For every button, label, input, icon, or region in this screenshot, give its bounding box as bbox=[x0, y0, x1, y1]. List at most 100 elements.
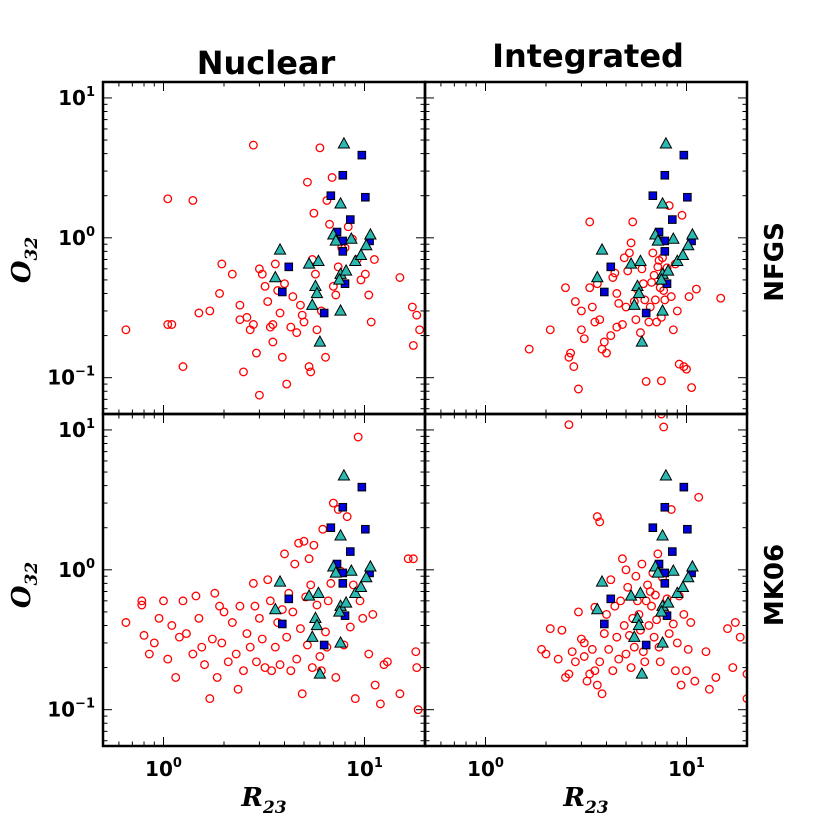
data-point-circle bbox=[640, 295, 650, 305]
data-point-square bbox=[600, 619, 609, 629]
data-point-triangle bbox=[685, 227, 699, 240]
data-point-circle bbox=[730, 618, 740, 627]
data-point-circle bbox=[267, 666, 277, 676]
data-point-circle bbox=[280, 279, 289, 289]
data-point-triangle bbox=[681, 570, 695, 583]
data-point-circle bbox=[315, 143, 325, 153]
data-point-circle bbox=[590, 317, 600, 327]
data-point-circle bbox=[395, 273, 405, 282]
data-point-circle bbox=[653, 262, 663, 272]
data-point-triangle bbox=[273, 242, 287, 255]
data-point-square bbox=[338, 247, 348, 256]
tick-base: 10 bbox=[47, 698, 75, 722]
data-point-square bbox=[683, 192, 692, 202]
tick-exponent: 0 bbox=[495, 756, 504, 771]
data-point-circle bbox=[304, 554, 314, 564]
data-point-circle bbox=[407, 302, 417, 312]
data-point-circle bbox=[682, 364, 691, 374]
data-point-circle bbox=[197, 642, 207, 652]
data-point-circle bbox=[541, 649, 551, 659]
data-point-circle bbox=[144, 649, 154, 659]
data-point-circle bbox=[629, 642, 639, 652]
data-point-circle bbox=[382, 657, 392, 667]
data-point-square bbox=[679, 482, 689, 492]
data-point-circle bbox=[163, 194, 173, 204]
data-point-square bbox=[357, 482, 367, 492]
data-point-circle bbox=[280, 549, 289, 559]
data-point-circle bbox=[251, 657, 261, 667]
data-point-circle bbox=[227, 269, 237, 279]
data-point-triangle bbox=[676, 248, 690, 260]
data-point-circle bbox=[288, 607, 298, 617]
data-point-circle bbox=[592, 512, 602, 522]
data-point-circle bbox=[595, 315, 605, 325]
data-point-circle bbox=[616, 596, 626, 606]
tick-exponent: −1 bbox=[75, 697, 95, 712]
tick-base: 10 bbox=[58, 558, 86, 582]
data-point-circle bbox=[687, 383, 697, 393]
data-point-triangle bbox=[659, 468, 673, 481]
data-point-square bbox=[606, 594, 616, 604]
data-point-circle bbox=[553, 654, 563, 664]
data-point-triangle bbox=[624, 256, 638, 269]
data-point-square bbox=[278, 287, 287, 297]
data-point-triangle bbox=[268, 270, 282, 283]
data-point-circle bbox=[239, 367, 248, 377]
data-point-circle bbox=[668, 325, 678, 335]
data-point-square bbox=[660, 247, 670, 256]
data-point-circle bbox=[545, 325, 555, 335]
data-point-triangle bbox=[627, 298, 641, 310]
data-point-circle bbox=[637, 264, 647, 274]
data-point-square bbox=[668, 215, 677, 224]
data-point-circle bbox=[299, 536, 309, 546]
data-point-circle bbox=[635, 328, 645, 338]
data-point-circle bbox=[364, 649, 374, 659]
data-point-circle bbox=[348, 580, 358, 590]
data-point-circle bbox=[411, 647, 421, 657]
data-point-circle bbox=[579, 638, 589, 648]
data-point-circle bbox=[200, 660, 209, 670]
data-point-circle bbox=[265, 322, 275, 332]
y-tick-label: 100 bbox=[58, 225, 95, 250]
data-point-circle bbox=[408, 341, 418, 350]
data-point-circle bbox=[679, 609, 689, 619]
data-point-circle bbox=[564, 352, 574, 362]
data-point-triangle bbox=[354, 580, 368, 592]
data-point-circle bbox=[576, 325, 586, 335]
data-point-circle bbox=[312, 600, 322, 610]
x-tick-label: 100 bbox=[467, 756, 504, 781]
data-point-circle bbox=[159, 596, 168, 606]
data-point-circle bbox=[302, 640, 312, 650]
data-point-triangle bbox=[633, 254, 647, 266]
data-point-circle bbox=[304, 362, 314, 372]
panel-integrated-nfgs bbox=[423, 80, 749, 416]
data-point-triangle bbox=[595, 574, 609, 587]
data-point-triangle bbox=[624, 588, 638, 601]
data-point-square bbox=[326, 191, 336, 201]
data-point-circle bbox=[716, 293, 726, 303]
data-point-triangle bbox=[656, 528, 669, 541]
data-point-square bbox=[683, 524, 692, 534]
data-point-circle bbox=[649, 270, 659, 280]
data-point-circle bbox=[640, 657, 650, 667]
data-point-triangle bbox=[627, 630, 641, 642]
data-point-circle bbox=[682, 666, 691, 676]
data-point-square bbox=[319, 308, 329, 318]
data-point-triangle bbox=[329, 565, 343, 578]
data-point-circle bbox=[250, 601, 260, 611]
data-point-circle bbox=[219, 607, 229, 617]
data-point-circle bbox=[121, 618, 131, 627]
data-point-circle bbox=[227, 618, 237, 627]
data-point-square bbox=[648, 523, 658, 533]
data-point-circle bbox=[652, 615, 662, 625]
data-point-circle bbox=[619, 621, 629, 630]
data-point-circle bbox=[163, 320, 173, 329]
data-point-circle bbox=[275, 308, 285, 318]
data-point-circle bbox=[217, 638, 227, 648]
data-point-triangle bbox=[681, 238, 695, 251]
data-point-circle bbox=[212, 673, 222, 682]
tick-exponent: 1 bbox=[86, 85, 95, 100]
data-point-square bbox=[326, 523, 336, 533]
